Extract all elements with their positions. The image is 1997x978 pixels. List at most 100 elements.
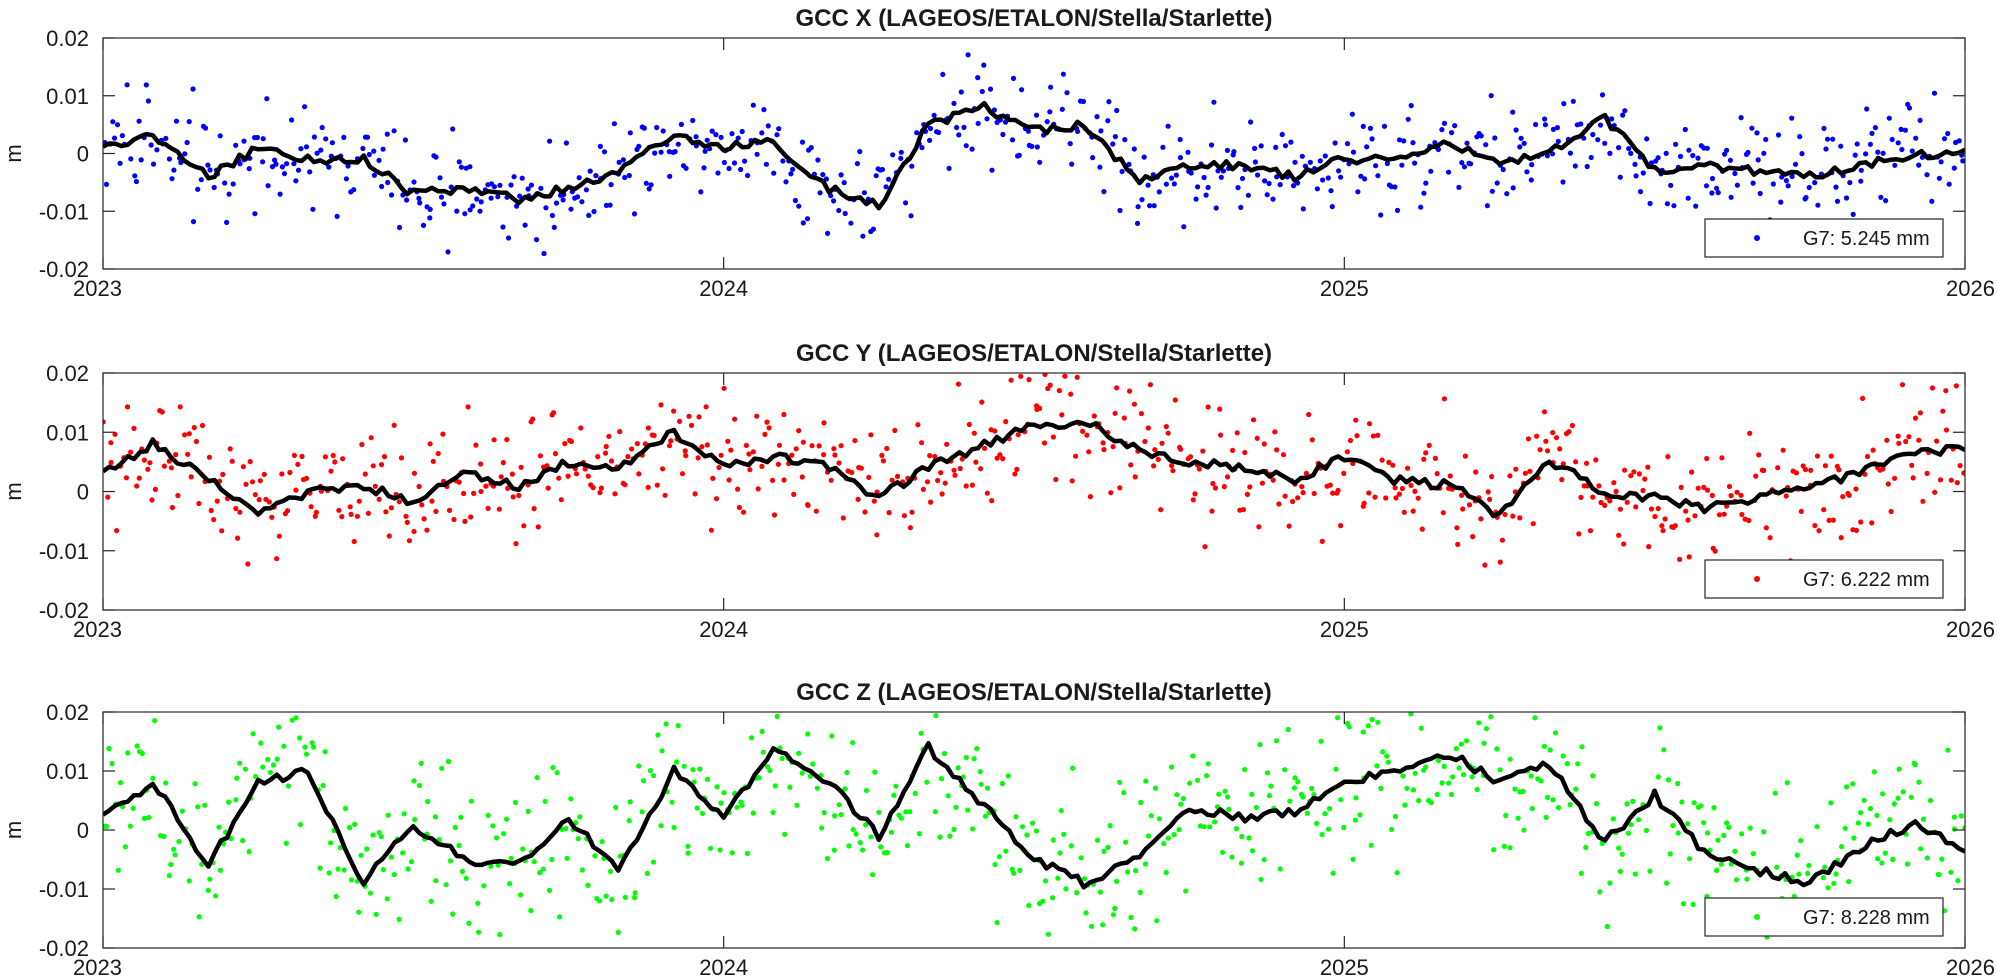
data-point — [136, 118, 142, 124]
data-point — [878, 844, 884, 850]
data-point — [1616, 845, 1622, 851]
data-point — [1596, 483, 1602, 489]
data-point — [1344, 449, 1350, 455]
data-point — [904, 843, 911, 849]
data-point — [1858, 519, 1864, 525]
data-point — [771, 170, 777, 176]
data-point — [1806, 184, 1812, 191]
data-point — [400, 850, 406, 856]
data-point — [341, 867, 347, 873]
data-point — [654, 482, 660, 488]
data-point — [1948, 869, 1954, 875]
data-point — [1853, 527, 1859, 534]
data-point — [1258, 143, 1264, 149]
data-point — [1033, 112, 1040, 118]
data-point — [788, 171, 794, 177]
data-point — [965, 807, 971, 813]
data-point — [520, 846, 526, 852]
data-point — [133, 178, 139, 185]
data-point — [228, 836, 234, 842]
data-point — [443, 882, 449, 888]
data-point — [341, 134, 347, 140]
data-point — [384, 131, 390, 137]
data-point — [1563, 697, 1568, 702]
data-point — [776, 442, 783, 448]
data-point — [931, 112, 937, 118]
data-point — [1755, 157, 1761, 163]
data-point — [1364, 144, 1370, 150]
data-point — [1266, 180, 1272, 187]
data-point — [1652, 513, 1658, 520]
data-point — [1369, 716, 1375, 723]
data-point — [969, 482, 976, 488]
data-point — [1595, 137, 1601, 143]
data-point — [427, 215, 433, 221]
data-point — [1062, 373, 1068, 379]
data-point — [335, 866, 341, 872]
data-point — [1094, 114, 1100, 120]
data-point — [1585, 830, 1591, 837]
data-point — [1101, 848, 1107, 855]
data-point — [1452, 123, 1458, 129]
data-point — [1016, 152, 1022, 158]
data-point — [690, 767, 696, 773]
data-point — [576, 175, 582, 181]
data-point — [1158, 507, 1164, 513]
data-point — [1384, 160, 1390, 167]
data-point — [759, 728, 765, 735]
data-point — [378, 834, 384, 840]
data-point — [531, 859, 537, 865]
data-point — [872, 769, 878, 775]
data-point — [1358, 173, 1364, 179]
data-point — [485, 505, 491, 511]
data-point — [1934, 438, 1940, 444]
data-point — [868, 834, 874, 840]
data-point — [166, 873, 172, 879]
data-point — [1830, 136, 1836, 142]
legend-box — [1704, 218, 1944, 258]
data-point — [1264, 770, 1271, 776]
data-point — [1860, 395, 1866, 401]
data-point — [533, 237, 540, 243]
data-point — [246, 849, 252, 855]
data-point — [595, 454, 601, 460]
data-point — [1875, 149, 1881, 155]
data-point — [122, 844, 128, 850]
data-point — [308, 690, 313, 695]
data-point — [1789, 115, 1795, 121]
data-point — [918, 730, 924, 736]
data-point — [519, 175, 525, 181]
data-point — [616, 159, 622, 165]
data-point — [114, 528, 120, 534]
data-point — [379, 183, 385, 190]
data-point — [1282, 493, 1288, 499]
data-point — [541, 250, 547, 257]
data-point — [1567, 150, 1573, 156]
data-point — [497, 182, 503, 188]
data-point — [1512, 786, 1518, 792]
data-point — [1205, 404, 1211, 410]
data-point — [131, 425, 137, 431]
data-point — [1245, 192, 1251, 198]
data-point — [1834, 198, 1841, 204]
data-point — [358, 852, 364, 858]
data-point — [1248, 119, 1254, 125]
data-point — [1846, 879, 1852, 885]
data-point — [421, 516, 427, 522]
data-point — [1861, 797, 1867, 803]
data-point — [1197, 823, 1203, 829]
data-point — [1380, 749, 1386, 755]
data-point — [1664, 880, 1670, 886]
data-point — [522, 222, 528, 228]
data-point — [1672, 523, 1678, 529]
data-point — [1025, 128, 1031, 134]
data-point — [1439, 127, 1445, 133]
data-point — [339, 514, 345, 520]
data-point — [731, 160, 738, 166]
data-point — [1578, 494, 1584, 500]
data-point — [874, 532, 880, 538]
data-point — [366, 151, 372, 158]
data-point — [626, 172, 632, 179]
data-point — [148, 142, 154, 148]
data-point — [800, 439, 806, 445]
